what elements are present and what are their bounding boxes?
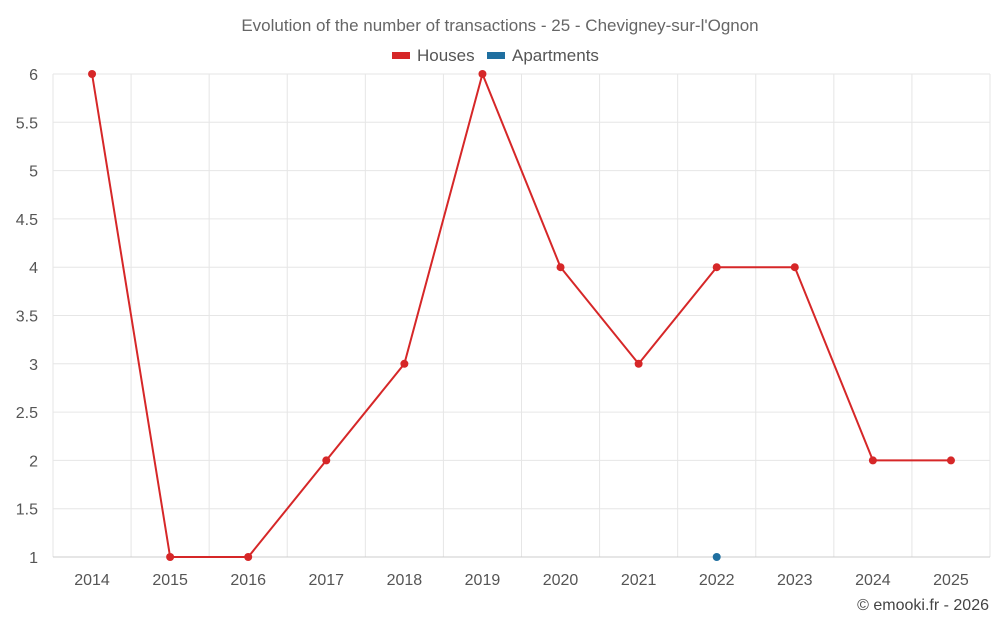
series-apartments	[712, 553, 721, 561]
x-tick-label: 2021	[621, 572, 657, 589]
data-point-houses[interactable]	[322, 456, 331, 465]
data-point-apartments[interactable]	[712, 553, 721, 561]
x-tick-label: 2023	[777, 572, 813, 589]
x-tick-label: 2016	[230, 572, 266, 589]
x-tick-label: 2025	[933, 572, 969, 589]
y-tick-label: 6	[29, 67, 38, 84]
x-tick-label: 2014	[74, 572, 110, 589]
x-tick-label: 2019	[465, 572, 501, 589]
y-tick-label: 1.5	[16, 502, 38, 519]
legend-swatch-apartments	[487, 52, 505, 59]
data-point-houses[interactable]	[946, 456, 955, 465]
y-tick-label: 1	[29, 550, 38, 567]
legend-item-apartments[interactable]: Apartments	[487, 46, 599, 65]
y-tick-label: 4	[29, 260, 38, 277]
y-tick-label: 4.5	[16, 212, 38, 229]
y-axis: 1 1.5 2 2.5 3 3.5 4 4.5 5 5.5 6	[16, 67, 38, 567]
data-point-houses[interactable]	[634, 359, 643, 368]
series-houses	[88, 70, 955, 561]
data-point-houses[interactable]	[166, 553, 175, 561]
data-point-houses[interactable]	[712, 263, 721, 272]
data-point-houses[interactable]	[400, 359, 409, 368]
x-tick-label: 2024	[855, 572, 891, 589]
x-axis: 2014 2015 2016 2017 2018 2019 2020 2021 2022 2023…	[53, 556, 990, 589]
y-tick-label: 3	[29, 357, 38, 374]
y-tick-label: 2	[29, 453, 38, 470]
data-point-houses[interactable]	[790, 263, 799, 272]
x-tick-label: 2020	[543, 572, 579, 589]
x-tick-label: 2015	[152, 572, 188, 589]
y-tick-label: 5.5	[16, 115, 38, 132]
credit-text: © emooki.fr - 2026	[857, 597, 989, 614]
chart-title: Evolution of the number of transactions …	[241, 16, 758, 35]
legend-label-houses: Houses	[417, 46, 475, 65]
y-tick-label: 2.5	[16, 405, 38, 422]
grid	[52, 73, 991, 557]
data-point-houses[interactable]	[556, 263, 565, 272]
x-tick-label: 2017	[308, 572, 344, 589]
series-line-houses	[91, 73, 951, 558]
legend-label-apartments: Apartments	[512, 46, 599, 65]
data-point-houses[interactable]	[478, 70, 487, 78]
legend-swatch-houses	[392, 52, 410, 59]
legend: Houses Apartments	[392, 46, 599, 65]
data-point-houses[interactable]	[244, 553, 253, 561]
y-tick-label: 5	[29, 164, 38, 181]
x-tick-label: 2022	[699, 572, 735, 589]
x-tick-label: 2018	[387, 572, 423, 589]
series	[88, 70, 955, 561]
data-point-houses[interactable]	[88, 70, 97, 78]
data-point-houses[interactable]	[868, 456, 877, 465]
y-tick-label: 3.5	[16, 309, 38, 326]
legend-item-houses[interactable]: Houses	[392, 46, 475, 65]
